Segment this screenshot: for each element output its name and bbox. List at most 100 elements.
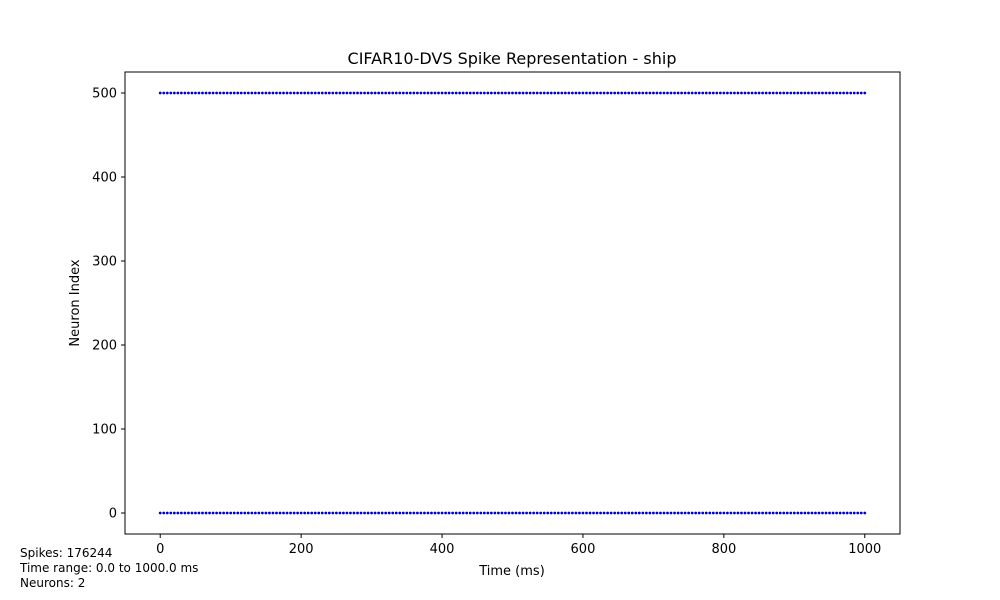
spike-point — [415, 91, 419, 95]
spike-point — [697, 511, 701, 515]
spike-point — [370, 91, 373, 95]
spike-point — [838, 91, 842, 95]
spike-point — [380, 91, 384, 95]
spike-point — [796, 511, 800, 515]
spike-point — [641, 91, 645, 95]
spike-point — [616, 511, 620, 515]
spike-point — [630, 511, 634, 515]
spike-point — [472, 91, 476, 95]
spike-point — [197, 91, 201, 95]
spike-point — [620, 511, 624, 515]
spike-point — [486, 511, 490, 515]
spike-point — [253, 511, 257, 515]
spike-point — [733, 511, 736, 515]
spike-train-neuron-0 — [158, 511, 867, 515]
x-axis: 0 200 400 600 800 1000 — [156, 534, 881, 557]
spike-point — [687, 91, 691, 95]
spike-point — [659, 511, 662, 515]
spike-point — [504, 511, 507, 515]
spike-point — [285, 511, 289, 515]
spike-point — [715, 511, 719, 515]
spike-point — [511, 91, 514, 95]
spike-point — [211, 91, 215, 95]
spike-point — [613, 511, 617, 515]
spike-point — [711, 511, 715, 515]
spike-point — [359, 511, 363, 515]
spike-point — [750, 511, 754, 515]
spike-point — [782, 91, 786, 95]
spike-point — [761, 511, 765, 515]
spike-point — [391, 91, 395, 95]
spike-point — [387, 91, 391, 95]
spike-point — [197, 511, 201, 515]
spike-point — [810, 91, 814, 95]
spike-point — [282, 511, 285, 515]
spike-point — [620, 91, 624, 95]
x-tick-label: 600 — [571, 542, 596, 557]
spike-point — [673, 91, 676, 95]
spike-point — [637, 511, 641, 515]
spike-point — [863, 511, 867, 515]
spike-point — [578, 511, 581, 515]
spike-point — [338, 91, 342, 95]
spike-point — [764, 511, 768, 515]
spike-point — [236, 511, 240, 515]
spike-point — [317, 91, 321, 95]
spike-point — [356, 91, 359, 95]
spike-point — [246, 511, 250, 515]
spike-point — [229, 91, 233, 95]
spike-point — [570, 511, 574, 515]
spike-point — [659, 91, 662, 95]
spike-point — [669, 91, 673, 95]
spike-point — [807, 511, 810, 515]
spike-point — [430, 91, 433, 95]
spike-point — [366, 511, 370, 515]
spike-point — [331, 91, 335, 95]
spike-point — [623, 511, 627, 515]
y-axis-label: Neuron Index — [68, 259, 83, 346]
spike-point — [831, 511, 835, 515]
spike-point — [215, 511, 218, 515]
spike-point — [243, 511, 247, 515]
spike-point — [613, 91, 617, 95]
spike-point — [845, 91, 849, 95]
spike-point — [761, 91, 765, 95]
spike-point — [680, 511, 683, 515]
spike-point — [363, 91, 366, 95]
spike-point — [592, 91, 595, 95]
spike-point — [366, 91, 370, 95]
spike-point — [165, 91, 169, 95]
spike-point — [373, 91, 377, 95]
spike-point — [782, 511, 786, 515]
spike-point — [468, 511, 472, 515]
spike-point — [299, 91, 303, 95]
spike-point — [194, 511, 197, 515]
spike-point — [218, 511, 222, 515]
spike-point — [327, 91, 331, 95]
spike-point — [222, 91, 226, 95]
spike-point — [747, 91, 750, 95]
spike-point — [243, 91, 247, 95]
spike-point — [792, 511, 796, 515]
spike-point — [821, 91, 824, 95]
spike-point — [609, 91, 613, 95]
spike-point — [324, 511, 328, 515]
spike-point — [542, 91, 546, 95]
spike-train-neuron-500 — [158, 91, 867, 95]
spike-point — [454, 511, 458, 515]
spike-point — [303, 91, 307, 95]
spike-point — [179, 511, 183, 515]
spike-point — [560, 91, 564, 95]
spike-point — [863, 91, 867, 95]
spike-point — [444, 91, 447, 95]
spike-point — [320, 91, 324, 95]
spike-point — [415, 511, 419, 515]
spike-point — [363, 511, 366, 515]
spike-point — [504, 91, 507, 95]
spike-point — [606, 511, 610, 515]
spike-point — [810, 511, 814, 515]
spike-point — [384, 511, 388, 515]
spike-point — [669, 511, 673, 515]
spike-point — [507, 511, 511, 515]
spike-point — [401, 91, 405, 95]
